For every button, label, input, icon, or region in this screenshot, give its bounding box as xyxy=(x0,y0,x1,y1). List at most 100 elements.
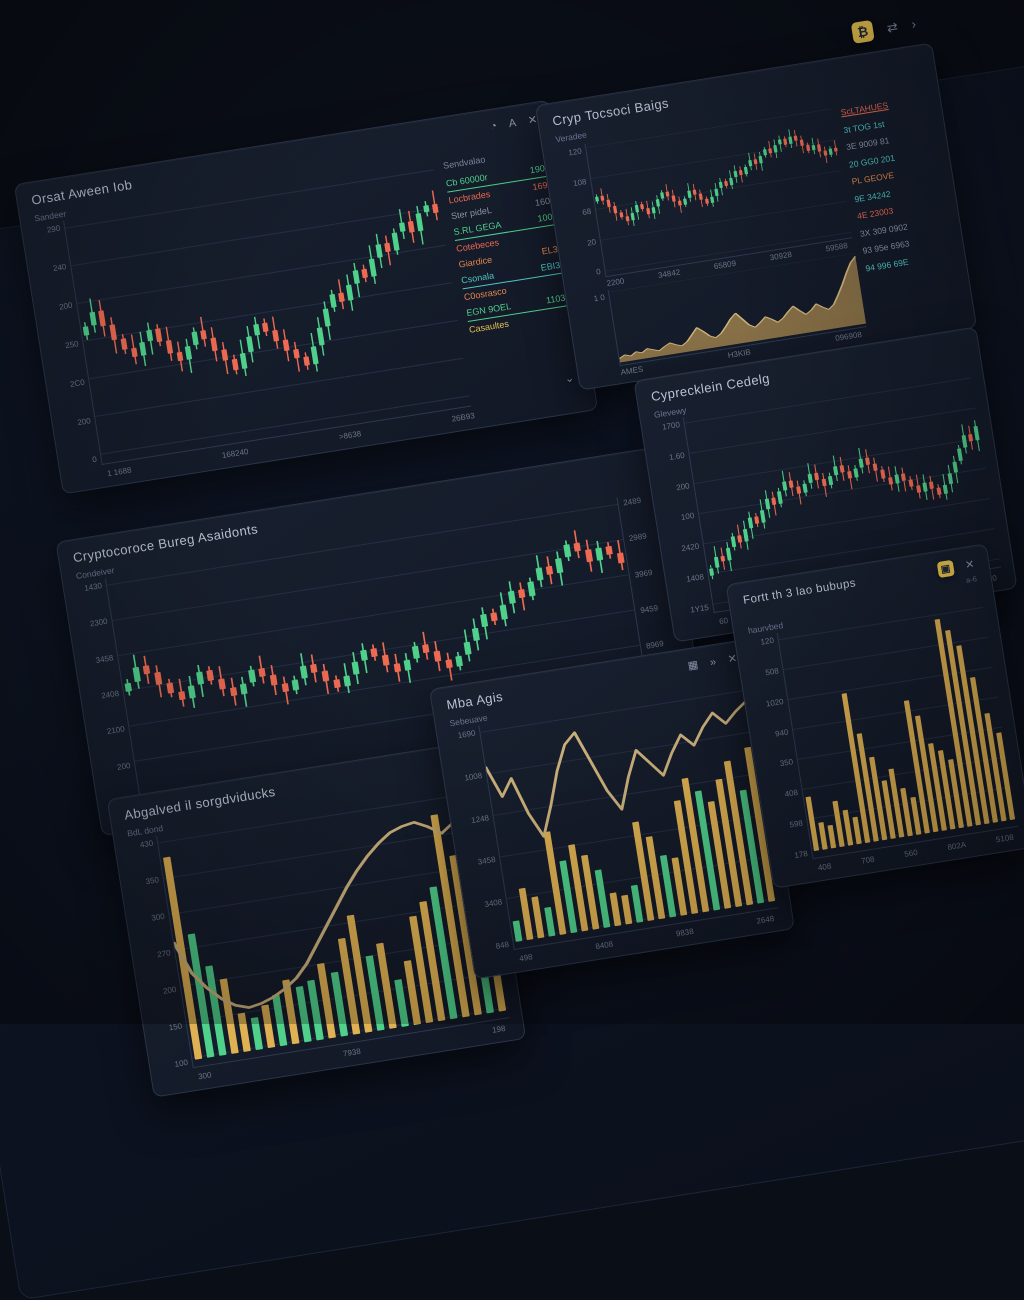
tick-label: 2200 xyxy=(606,276,626,289)
candlestick-chart[interactable] xyxy=(104,497,654,807)
tick-label: 200 xyxy=(58,300,74,312)
tick-label: 200 xyxy=(76,416,92,428)
tick-label: 408 xyxy=(784,788,799,800)
tick-label: 198 xyxy=(491,1023,507,1035)
tick-label: 2989 xyxy=(628,531,648,544)
tick-label: 2408 xyxy=(100,688,120,701)
bitcoin-badge-icon[interactable]: ₿ xyxy=(850,19,875,44)
tick-label: 2100 xyxy=(106,724,126,737)
bar-line-chart[interactable] xyxy=(478,683,779,951)
tick-label: 2C0 xyxy=(69,377,86,389)
tick-label: 1Y15 xyxy=(689,602,710,615)
volume-area-chart[interactable] xyxy=(607,251,867,367)
ticker-value: 190 xyxy=(529,163,546,176)
candlestick-chart[interactable] xyxy=(584,104,853,278)
tick-label: 250 xyxy=(64,339,80,351)
tick-label: 1 1688 xyxy=(106,465,133,479)
tick-label: 300 xyxy=(197,1070,213,1082)
tick-label: 3408 xyxy=(483,897,503,910)
tick-label: >8638 xyxy=(338,429,362,442)
ticker-value: 160 xyxy=(534,195,551,208)
tick-label: 240 xyxy=(52,262,68,274)
ticker-value: EBI3 xyxy=(540,259,561,273)
tick-label: 1408 xyxy=(685,572,705,585)
panel-price-volume: Cryp Tocsoci Baigs Veradee 120 108 68 20 0 2… xyxy=(534,42,978,391)
panel-trend-chart: Cyprecklein Cedelg Glevewy 1700 1.60 200 10… xyxy=(633,326,1018,643)
tick-label: 1.60 xyxy=(668,450,686,462)
tick-label: 26B93 xyxy=(451,411,476,424)
panel-main-chart: Orsat Aween Iob ◔ A ✕ Sandeer 290 240 200 2… xyxy=(13,99,599,495)
tick-label: 9838 xyxy=(675,926,695,939)
tick-label: 3458 xyxy=(477,855,497,867)
grid-icon[interactable]: ▦ xyxy=(686,658,700,673)
tick-label: 3458 xyxy=(94,652,114,665)
clock-icon[interactable]: ◔ xyxy=(489,120,498,133)
tick-label: 108 xyxy=(572,176,588,188)
top-toolbar: ₿ ⇄ › xyxy=(850,13,918,44)
tick-label: 2300 xyxy=(89,617,109,629)
tick-label: 2489 xyxy=(622,495,642,508)
tick-label: 270 xyxy=(156,948,172,960)
ticker-value: 1103 xyxy=(545,292,567,306)
bar-chart[interactable] xyxy=(776,600,1019,860)
tick-label: 560 xyxy=(903,847,919,859)
tick-label: 408 xyxy=(817,861,832,873)
tick-label: 708 xyxy=(860,854,876,866)
tick-label: 1008 xyxy=(463,770,483,783)
panel-large-candles: Cryptocoroce Bureg Asaidonts Condeiver 1… xyxy=(55,445,709,837)
tick-label: 7938 xyxy=(342,1046,362,1059)
tick-label: 300 xyxy=(150,911,166,923)
text-tool-icon[interactable]: A xyxy=(507,117,518,131)
tick-label: 150 xyxy=(168,1021,183,1033)
tick-label: 1 0 xyxy=(593,293,606,304)
tick-label: 498 xyxy=(518,952,534,964)
candlestick-chart[interactable] xyxy=(682,371,1002,614)
tick-label: 120 xyxy=(759,635,775,647)
tick-label: 350 xyxy=(145,875,160,887)
tick-label: 0 xyxy=(91,454,98,465)
tick-label: 598 xyxy=(788,818,804,830)
panel-gold-bars: Fortt th 3 lao bubups ▣ ✕ a-6 haurvbed 1… xyxy=(725,543,1024,889)
tick-label: 1248 xyxy=(470,813,490,825)
tick-label: 3969 xyxy=(634,567,654,580)
tick-label: 200 xyxy=(162,984,177,996)
panel-mid-bars: Mba Agis ▦ » ✕ Sebeuave 1690 1008 1248 3458… xyxy=(428,638,796,980)
candlestick-chart[interactable] xyxy=(63,162,472,466)
tick-label: 508 xyxy=(764,666,780,678)
ticker-label: Casaultes xyxy=(468,318,510,335)
tick-label: 178 xyxy=(793,848,809,860)
chevron-right-icon[interactable]: › xyxy=(910,16,918,32)
ticker-value: 169 xyxy=(531,179,549,193)
tick-label: H3KIB xyxy=(727,347,752,361)
close-icon[interactable]: ✕ xyxy=(964,557,976,572)
tick-label: 168240 xyxy=(221,446,250,461)
tick-label: 100 xyxy=(173,1057,189,1069)
tick-label: 20 xyxy=(586,237,597,248)
transfer-icon[interactable]: ⇄ xyxy=(885,18,899,35)
tick-label: 5108 xyxy=(995,832,1015,845)
tick-label: 9459 xyxy=(639,603,659,616)
tick-label: 290 xyxy=(46,223,61,235)
tick-label: 1700 xyxy=(661,420,681,432)
tick-label: 200 xyxy=(675,481,691,492)
tick-label: 1690 xyxy=(457,728,477,741)
tick-label: 120 xyxy=(567,146,583,158)
forward-icon[interactable]: » xyxy=(709,655,717,669)
tick-label: 0 xyxy=(595,267,602,277)
tick-label: 1020 xyxy=(765,696,785,709)
tick-label: 68 xyxy=(581,206,592,218)
tick-label: 200 xyxy=(116,760,132,772)
tick-label: 1430 xyxy=(83,581,103,593)
tick-label: 2420 xyxy=(680,541,700,554)
tick-label: 430 xyxy=(139,838,154,850)
tick-label: 8408 xyxy=(594,939,614,952)
tick-label: AMES xyxy=(620,364,644,378)
tick-label: 802A xyxy=(946,840,967,852)
tick-label: 848 xyxy=(494,939,510,951)
tick-label: 940 xyxy=(774,727,790,739)
tick-label: 8969 xyxy=(645,639,665,652)
ticker-value: 100 xyxy=(536,211,554,224)
tick-label: 100 xyxy=(680,511,695,523)
tick-label: 60 xyxy=(718,615,729,627)
ticker-label: Csonala xyxy=(460,270,495,286)
